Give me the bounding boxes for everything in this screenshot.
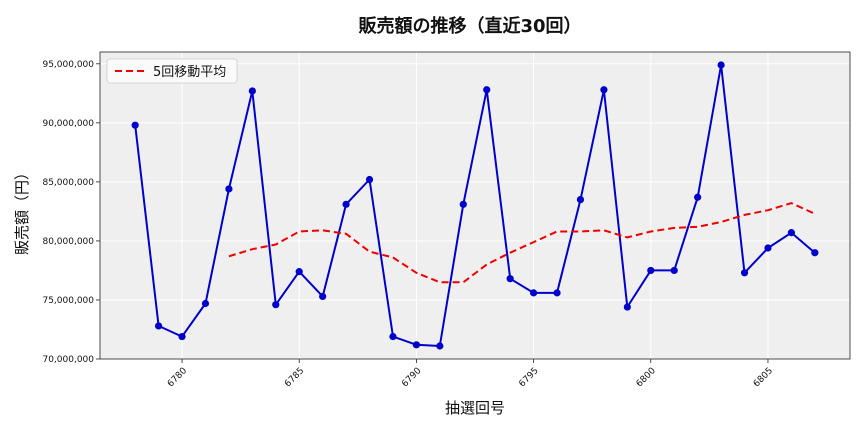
sales-point xyxy=(319,292,327,301)
y-tick-label: 90,000,000 xyxy=(42,119,94,129)
sales-point xyxy=(647,266,655,275)
plot-area: 70,000,000 75,000,000 80,000,000 85,000,000… xyxy=(42,51,851,389)
sales-point xyxy=(811,249,819,257)
sales-point xyxy=(553,289,561,297)
sales-point xyxy=(295,268,303,276)
plot-frame xyxy=(99,51,851,360)
sales-point xyxy=(694,193,702,201)
sales-point xyxy=(436,342,444,350)
legend-label: 5回移動平均 xyxy=(153,65,226,80)
sales-point xyxy=(412,341,421,349)
y-tick-label: 80,000,000 xyxy=(42,237,94,247)
sales-point xyxy=(717,61,725,69)
sales-point xyxy=(764,244,772,252)
x-tick-label: 6785 xyxy=(283,366,306,389)
sales-point xyxy=(459,200,467,208)
sales-point xyxy=(131,121,139,129)
y-axis-label: 販売額（円） xyxy=(13,165,31,255)
sales-point xyxy=(740,269,749,277)
sales-point xyxy=(272,301,280,309)
sales-point xyxy=(389,332,397,341)
sales-point xyxy=(342,200,350,208)
sales-line xyxy=(134,64,816,347)
sales-point xyxy=(506,275,514,283)
x-axis-label: 抽選回号 xyxy=(445,399,505,417)
legend: 5回移動平均 xyxy=(106,58,238,84)
y-tick-label: 70,000,000 xyxy=(42,355,94,365)
sales-point xyxy=(600,86,608,94)
x-tick-label: 6795 xyxy=(517,366,540,389)
chart-title: 販売額の推移（直近30回） xyxy=(358,15,581,37)
x-tick-label: 6800 xyxy=(635,366,658,389)
y-tick-label: 95,000,000 xyxy=(42,60,94,70)
sales-point xyxy=(154,322,163,330)
sales-point xyxy=(670,266,678,275)
sales-point xyxy=(201,299,210,308)
sales-point xyxy=(248,87,256,95)
sales-point xyxy=(225,185,233,193)
x-tick-label: 6780 xyxy=(166,366,189,389)
legend-box xyxy=(106,58,238,84)
sales-point xyxy=(365,175,374,184)
sales-point xyxy=(623,303,631,311)
y-tick-label: 85,000,000 xyxy=(42,178,94,188)
x-tick-label: 6790 xyxy=(400,366,423,389)
moving-average-line xyxy=(228,202,816,284)
sales-point xyxy=(576,195,585,204)
sales-point xyxy=(787,229,796,237)
y-tick-label: 75,000,000 xyxy=(42,296,94,306)
sales-point xyxy=(529,289,538,297)
sales-point xyxy=(483,86,491,94)
sales-point xyxy=(178,332,186,341)
x-tick-label: 6805 xyxy=(752,366,775,389)
